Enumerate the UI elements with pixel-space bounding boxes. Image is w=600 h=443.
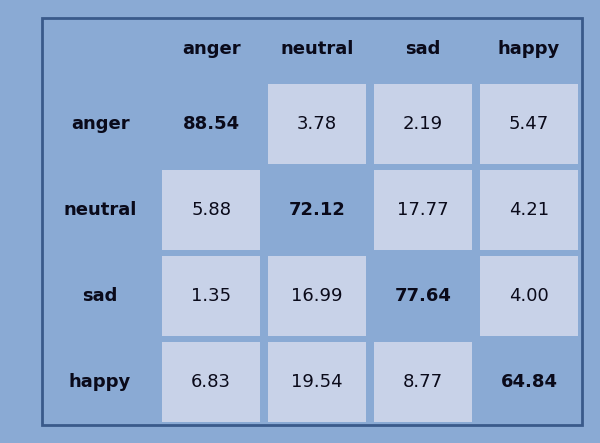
Bar: [163, 84, 260, 164]
Text: 5.47: 5.47: [509, 115, 549, 133]
Bar: [42, 18, 582, 425]
Text: 64.84: 64.84: [500, 373, 557, 391]
Text: 1.35: 1.35: [191, 287, 231, 305]
Text: 5.88: 5.88: [191, 201, 231, 219]
Bar: [480, 170, 578, 250]
Bar: [480, 84, 578, 164]
Bar: [374, 84, 472, 164]
Text: 6.83: 6.83: [191, 373, 231, 391]
Text: sad: sad: [82, 287, 118, 305]
Text: happy: happy: [498, 40, 560, 58]
Text: anger: anger: [182, 40, 241, 58]
Text: 4.21: 4.21: [509, 201, 549, 219]
Bar: [268, 170, 366, 250]
Bar: [480, 256, 578, 336]
Text: 8.77: 8.77: [403, 373, 443, 391]
Bar: [163, 342, 260, 422]
Text: 77.64: 77.64: [395, 287, 452, 305]
Bar: [374, 256, 472, 336]
Bar: [163, 256, 260, 336]
Bar: [268, 256, 366, 336]
Text: 3.78: 3.78: [297, 115, 337, 133]
Bar: [374, 170, 472, 250]
Text: 16.99: 16.99: [292, 287, 343, 305]
Text: 4.00: 4.00: [509, 287, 549, 305]
Text: 72.12: 72.12: [289, 201, 346, 219]
Text: anger: anger: [71, 115, 130, 133]
Bar: [374, 342, 472, 422]
Text: sad: sad: [406, 40, 441, 58]
Bar: [268, 84, 366, 164]
Text: neutral: neutral: [64, 201, 137, 219]
Bar: [163, 170, 260, 250]
Bar: [268, 342, 366, 422]
Bar: [480, 342, 578, 422]
Text: 88.54: 88.54: [182, 115, 240, 133]
Text: neutral: neutral: [280, 40, 354, 58]
Text: 2.19: 2.19: [403, 115, 443, 133]
Text: happy: happy: [69, 373, 131, 391]
Text: 17.77: 17.77: [397, 201, 449, 219]
Text: 19.54: 19.54: [292, 373, 343, 391]
